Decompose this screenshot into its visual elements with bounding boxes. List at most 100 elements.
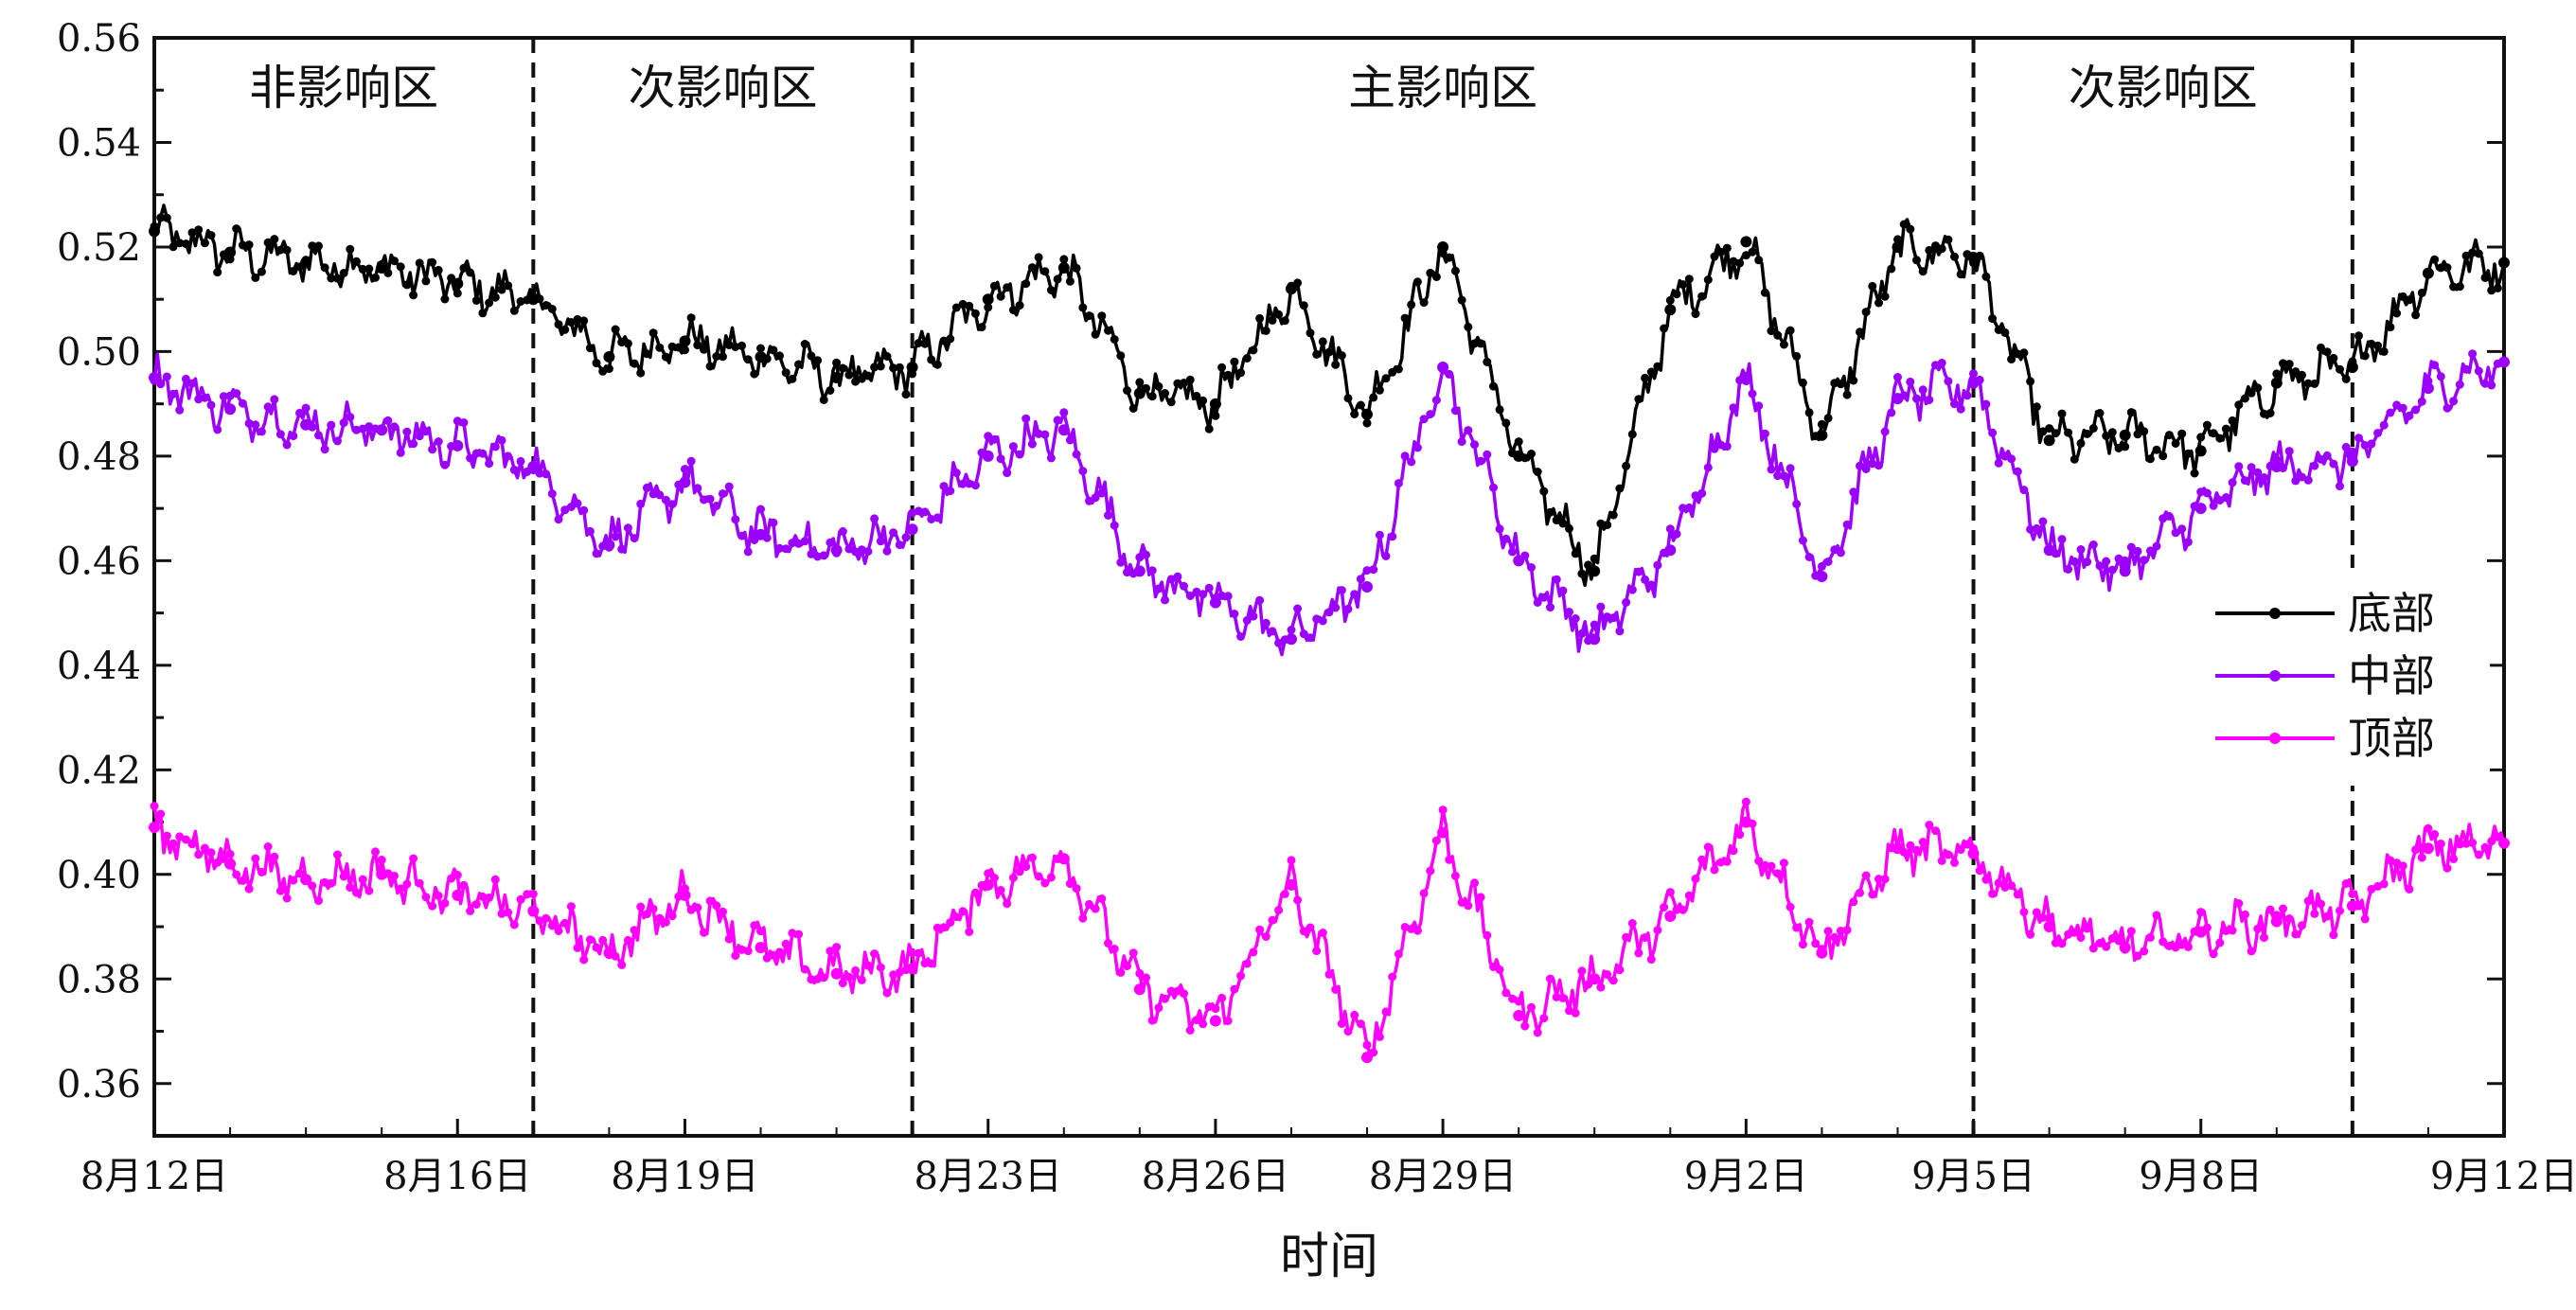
series-point bbox=[2102, 432, 2111, 440]
series-point bbox=[244, 418, 254, 428]
series-point bbox=[1249, 611, 1258, 621]
series-point bbox=[2228, 478, 2237, 487]
series-point bbox=[1792, 351, 1802, 361]
data-point bbox=[2498, 356, 2510, 368]
series-point bbox=[1533, 1028, 1542, 1037]
data-point bbox=[224, 246, 237, 258]
series-point bbox=[1514, 997, 1523, 1006]
series-point bbox=[1085, 311, 1093, 321]
series-point bbox=[1394, 364, 1403, 374]
series-point bbox=[1381, 374, 1391, 383]
series-point bbox=[2107, 565, 2117, 575]
series-point bbox=[863, 547, 873, 557]
series-point bbox=[1785, 326, 1795, 335]
series-point bbox=[409, 291, 418, 300]
series-point bbox=[863, 961, 873, 970]
series-point bbox=[504, 908, 513, 917]
series-point bbox=[2114, 936, 2123, 946]
series-point bbox=[1912, 256, 1921, 265]
series-point bbox=[1735, 258, 1745, 268]
series-point bbox=[200, 239, 209, 248]
series-point bbox=[1994, 458, 2003, 468]
series-point bbox=[1204, 424, 1214, 434]
series-point bbox=[775, 543, 784, 553]
data-point bbox=[830, 544, 843, 557]
series-point bbox=[2038, 517, 2048, 526]
series-point bbox=[2045, 913, 2054, 923]
series-point bbox=[1748, 389, 1757, 398]
series-point bbox=[737, 341, 746, 350]
series-point bbox=[560, 918, 570, 928]
region-label: 主影响区 bbox=[1348, 61, 1537, 115]
series-point bbox=[2436, 263, 2445, 273]
series-point bbox=[1760, 429, 1769, 438]
data-point bbox=[1967, 377, 1980, 389]
series-point bbox=[693, 484, 702, 493]
legend-label: 底部 bbox=[2348, 588, 2435, 639]
series-point bbox=[187, 228, 197, 238]
series-point bbox=[2159, 937, 2168, 947]
series-point bbox=[2019, 486, 2029, 495]
series-point bbox=[1438, 805, 1448, 815]
data-point bbox=[527, 905, 540, 917]
series-point bbox=[604, 364, 613, 374]
series-point bbox=[1931, 241, 1940, 251]
region-labels: 非影响区 次影响区 主影响区 次影响区 bbox=[249, 61, 2258, 115]
series-point bbox=[1457, 437, 1466, 447]
series-point bbox=[181, 239, 190, 249]
series-point bbox=[1217, 363, 1227, 372]
series-point bbox=[421, 893, 431, 902]
series-point bbox=[1571, 1008, 1580, 1018]
series-point bbox=[1388, 972, 1397, 982]
series-point bbox=[1963, 391, 1972, 400]
series-point bbox=[681, 465, 689, 474]
series-point bbox=[1261, 326, 1270, 335]
series-point bbox=[2051, 938, 2060, 947]
series-point bbox=[238, 240, 247, 250]
series-point bbox=[800, 340, 809, 348]
series-point bbox=[2215, 434, 2225, 443]
series-point bbox=[2260, 473, 2268, 482]
x-tick-label: 9月2日 bbox=[1684, 1155, 1808, 1198]
series-point bbox=[542, 469, 551, 479]
series-point bbox=[642, 910, 651, 919]
series-point bbox=[1034, 872, 1043, 881]
series-point bbox=[396, 884, 405, 894]
series-point bbox=[1988, 428, 1998, 437]
series-point bbox=[1015, 450, 1024, 459]
series-point bbox=[1842, 390, 1852, 399]
series-point bbox=[750, 921, 759, 930]
series-point bbox=[756, 927, 765, 936]
series-point bbox=[1856, 328, 1864, 337]
series-point bbox=[1419, 889, 1429, 898]
series-point bbox=[1154, 1003, 1164, 1013]
series-point bbox=[162, 831, 171, 841]
series-point bbox=[1577, 569, 1587, 578]
series-point bbox=[2126, 927, 2136, 936]
series-point bbox=[1925, 245, 1934, 255]
series-point bbox=[2493, 832, 2502, 841]
data-point bbox=[300, 418, 312, 431]
series-point bbox=[1022, 414, 1031, 423]
series-point bbox=[257, 267, 266, 276]
series-point bbox=[1608, 613, 1618, 623]
series-point bbox=[421, 427, 431, 436]
series-point bbox=[1501, 418, 1511, 428]
series-point bbox=[459, 263, 469, 273]
series-point bbox=[1318, 337, 1327, 346]
series-point bbox=[585, 526, 595, 536]
series-point bbox=[2083, 558, 2092, 567]
series-point bbox=[219, 392, 228, 401]
series-point bbox=[1684, 503, 1694, 512]
series-point bbox=[396, 448, 405, 457]
series-point bbox=[1412, 926, 1422, 935]
series-point bbox=[1343, 394, 1353, 403]
series-point bbox=[965, 301, 974, 310]
series-point bbox=[547, 921, 557, 930]
series-point bbox=[1464, 901, 1473, 911]
series-point bbox=[206, 231, 216, 240]
series-point bbox=[1173, 572, 1182, 581]
series-point bbox=[1804, 553, 1814, 561]
series-point bbox=[2386, 323, 2395, 332]
series-point bbox=[914, 506, 923, 516]
